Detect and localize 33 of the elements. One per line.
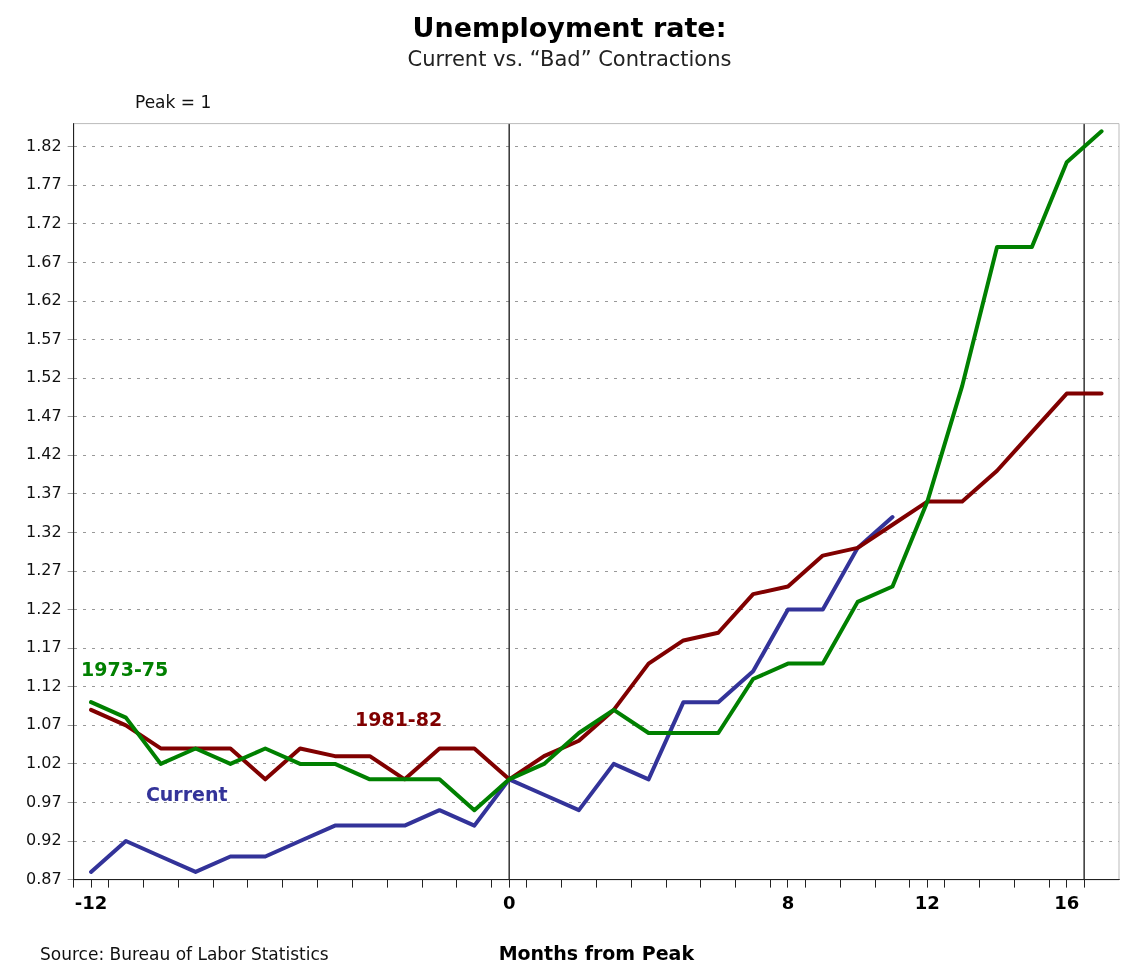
- x-tick-label: -12: [74, 892, 108, 914]
- y-tick-label: 1.07: [26, 714, 62, 734]
- y-tick-label: 1.02: [26, 753, 62, 773]
- text: Current: [145, 783, 228, 806]
- y-tick-label: 0.97: [26, 791, 62, 811]
- y-tick-label: 1.77: [26, 174, 62, 194]
- chart-title: Unemployment rate:: [412, 12, 727, 44]
- y-tick-label: 1.82: [26, 135, 62, 155]
- y-tick-label: 1.57: [26, 328, 62, 348]
- y-tick-label: 1.37: [26, 483, 62, 503]
- x-axis-title: Months from Peak: [498, 941, 695, 964]
- y-tick-label: 1.22: [26, 598, 62, 618]
- y-tick-label: 1.17: [26, 637, 62, 657]
- y-tick-label: 0.92: [26, 830, 62, 850]
- x-tick-label: 8: [781, 892, 795, 914]
- y-tick-label: 1.62: [26, 290, 62, 310]
- y-tick-label: 0.87: [26, 868, 62, 888]
- source-note: Source: Bureau of Labor Statistics: [40, 944, 329, 964]
- y-tick-label: 1.12: [26, 675, 62, 695]
- y-tick-label: 1.32: [26, 521, 62, 541]
- x-tick-label: 12: [914, 892, 940, 914]
- chart-subtitle: Current vs. “Bad” Contractions: [407, 47, 732, 72]
- y-tick-label: 1.72: [26, 213, 62, 233]
- y-tick-label: 1.42: [26, 444, 62, 464]
- y-tick-label: 1.52: [26, 367, 62, 387]
- series-label: 1981-82: [354, 708, 443, 731]
- series-label: 1973-75: [81, 658, 169, 681]
- x-tick-label: 16: [1054, 892, 1080, 914]
- x-tick-label: 0: [502, 892, 516, 914]
- y-axis-title: Peak = 1: [135, 92, 212, 112]
- y-tick-label: 1.67: [26, 251, 62, 271]
- y-tick-label: 1.27: [26, 560, 62, 580]
- y-tick-label: 1.47: [26, 405, 62, 425]
